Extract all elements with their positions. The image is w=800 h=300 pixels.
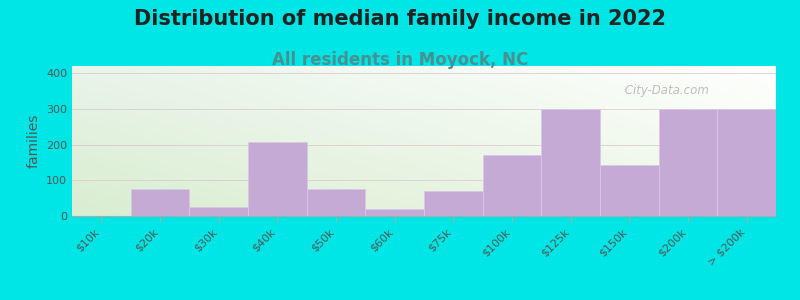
Text: All residents in Moyock, NC: All residents in Moyock, NC [272,51,528,69]
Bar [424,191,482,216]
Bar [366,209,424,216]
Bar [658,109,718,216]
Bar [130,189,190,216]
Bar [600,165,658,216]
Bar [190,207,248,216]
Bar [542,109,600,216]
Bar [306,189,366,216]
Bar [718,109,776,216]
Bar [482,155,542,216]
Text: Distribution of median family income in 2022: Distribution of median family income in … [134,9,666,29]
Y-axis label: families: families [26,114,41,168]
Bar [248,142,306,216]
Text: City-Data.com: City-Data.com [621,84,709,97]
